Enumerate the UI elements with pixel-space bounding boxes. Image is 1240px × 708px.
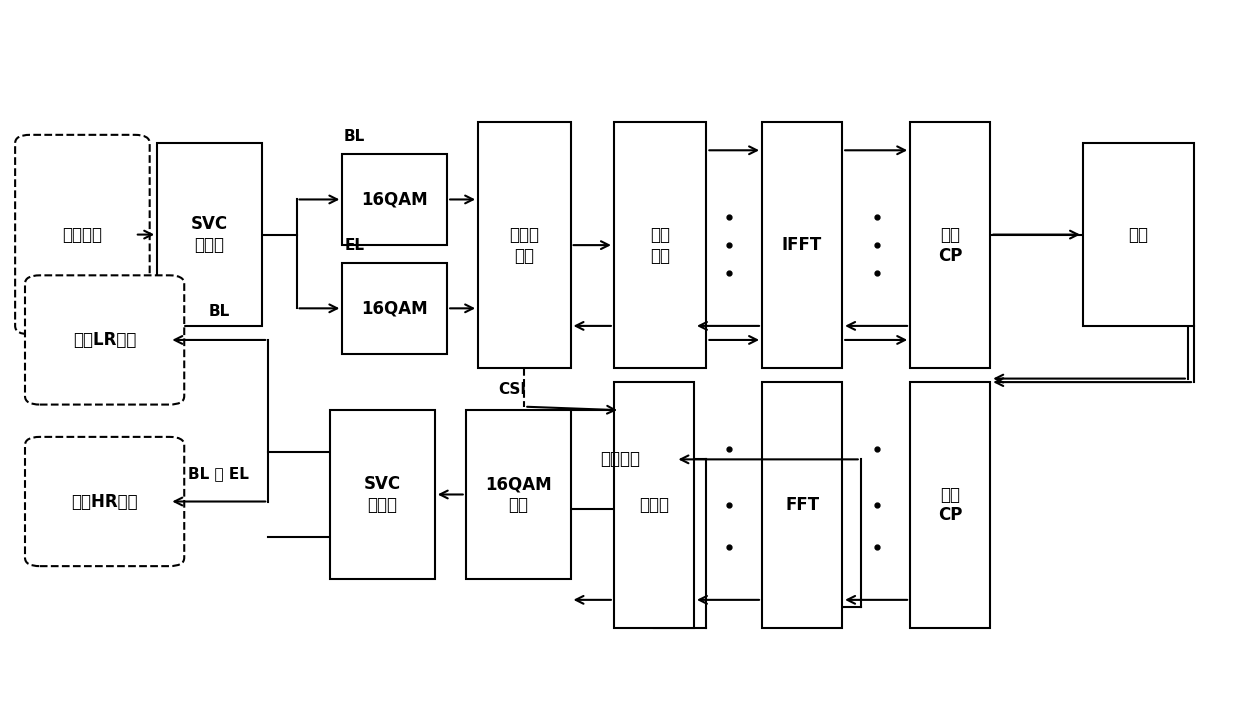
Bar (614, 122, 707, 368)
Text: FFT: FFT (785, 496, 820, 514)
Text: EL: EL (345, 238, 365, 253)
Bar (1083, 143, 1194, 326)
Text: BL: BL (343, 129, 366, 144)
Text: 子载波
分配: 子载波 分配 (510, 226, 539, 265)
Bar (466, 410, 570, 578)
Text: 16QAM: 16QAM (361, 299, 428, 317)
Bar (910, 382, 991, 628)
Text: 判决器: 判决器 (639, 496, 668, 514)
Bar (342, 263, 448, 354)
Text: 信道估计: 信道估计 (600, 450, 640, 469)
Bar (564, 410, 676, 508)
FancyBboxPatch shape (15, 135, 150, 334)
Text: BL: BL (208, 304, 229, 319)
Text: CSI: CSI (498, 382, 526, 396)
FancyBboxPatch shape (25, 437, 185, 566)
Bar (479, 122, 570, 368)
Bar (910, 122, 991, 368)
Text: 插入
CP: 插入 CP (937, 226, 962, 265)
Bar (761, 122, 842, 368)
Text: SVC
编码器: SVC 编码器 (191, 215, 228, 254)
Bar (330, 410, 435, 578)
Text: IFFT: IFFT (782, 236, 822, 254)
Text: 重构LR视频: 重构LR视频 (73, 331, 136, 349)
Text: 移除
CP: 移除 CP (937, 486, 962, 525)
Text: 重构HR视频: 重构HR视频 (72, 493, 138, 510)
Text: 16QAM
解调: 16QAM 解调 (485, 475, 552, 514)
Bar (761, 382, 842, 628)
Text: 视频序列: 视频序列 (62, 226, 103, 244)
Bar (614, 382, 694, 628)
Bar (342, 154, 448, 245)
FancyBboxPatch shape (25, 275, 185, 404)
Text: 信道: 信道 (1128, 226, 1148, 244)
Text: 功率
分配: 功率 分配 (650, 226, 670, 265)
Text: SVC
解码器: SVC 解码器 (363, 475, 401, 514)
Bar (157, 143, 262, 326)
Text: 16QAM: 16QAM (361, 190, 428, 208)
Text: BL 和 EL: BL 和 EL (188, 466, 249, 481)
